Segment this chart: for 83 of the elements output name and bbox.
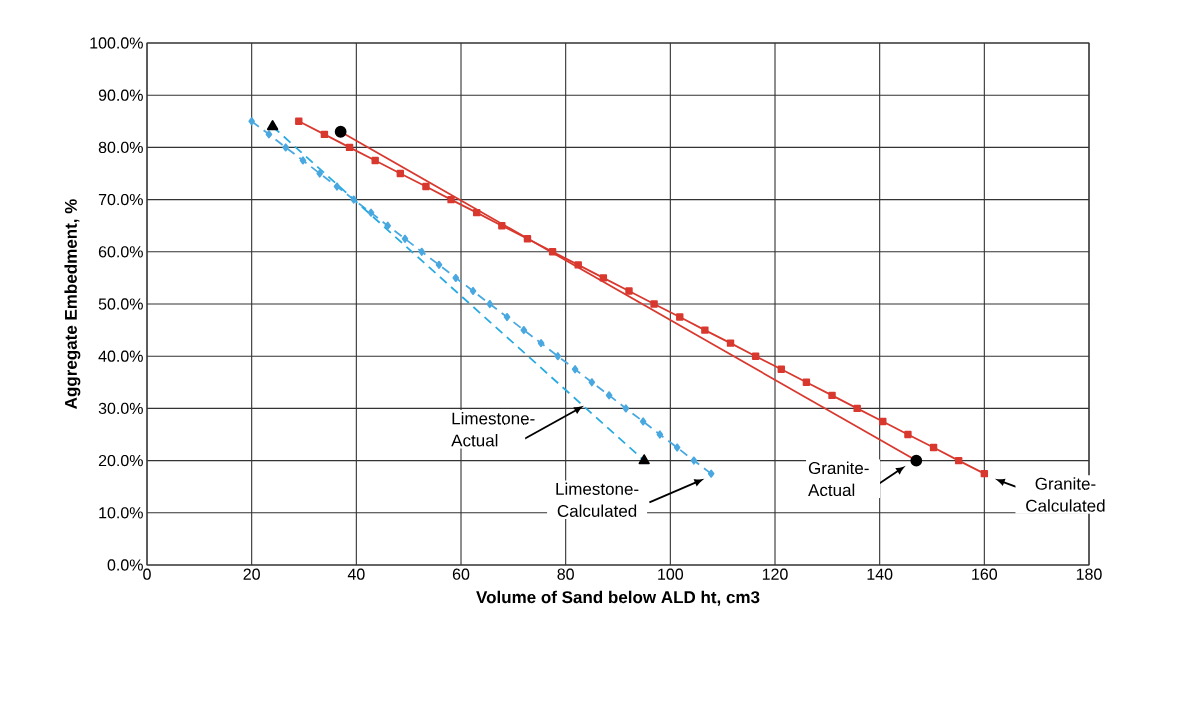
annotation: Granite-Calculated (1026, 477, 1105, 512)
point (605, 391, 613, 400)
point (248, 117, 255, 126)
point (452, 273, 460, 282)
point (265, 130, 273, 139)
annotation: Granite-Actual (808, 461, 869, 497)
x-tick-label: 0 (143, 568, 151, 580)
point (435, 260, 443, 269)
point (574, 261, 582, 269)
point (333, 182, 341, 191)
point (751, 352, 760, 360)
point (929, 443, 938, 452)
point (345, 143, 354, 152)
y-tick-label: 80.0% (98, 141, 143, 154)
point (599, 274, 608, 282)
y-tick-label: 100.0% (90, 37, 143, 49)
y-tick-label: 60.0% (98, 246, 143, 258)
point (350, 195, 358, 204)
x-tick-label: 120 (762, 568, 788, 580)
point (622, 404, 630, 413)
point (548, 248, 557, 256)
point (498, 221, 506, 230)
annotation: Limestone-Calculated (556, 482, 639, 517)
x-tick-label: 180 (1076, 568, 1102, 580)
point (777, 365, 785, 373)
point (295, 117, 303, 125)
y-tick-label: 90.0% (98, 89, 143, 101)
point (673, 443, 681, 452)
y-tick-label: 40.0% (98, 350, 143, 362)
point (396, 169, 404, 178)
point (316, 169, 324, 178)
point (954, 456, 963, 465)
point (625, 287, 633, 295)
point (367, 208, 375, 217)
y-tick-label: 10.0% (99, 507, 143, 519)
point (554, 352, 562, 361)
point (656, 430, 664, 439)
point (588, 378, 596, 387)
point (701, 326, 709, 334)
point (282, 143, 289, 152)
y-tick-label: 30.0% (98, 402, 143, 415)
point (422, 182, 430, 191)
point (853, 404, 861, 413)
point (520, 325, 528, 335)
annotation: Limestone-Actual (451, 412, 535, 447)
point (707, 469, 715, 478)
y-tick-label: 0.0% (107, 559, 143, 571)
point (523, 235, 532, 243)
point (828, 391, 836, 400)
point (473, 208, 481, 217)
x-tick-label: 140 (867, 568, 893, 580)
point (571, 365, 579, 374)
point (690, 456, 698, 465)
point (371, 156, 379, 165)
point (299, 156, 307, 165)
point (537, 339, 545, 348)
x-tick-label: 160 (972, 568, 998, 580)
y-tick-label: 70.0% (98, 193, 143, 206)
point (726, 339, 735, 347)
point (486, 299, 494, 309)
x-tick-label: 60 (452, 568, 470, 580)
x-tick-label: 20 (243, 568, 260, 580)
point (650, 300, 658, 308)
y-axis-title: Aggregate Embedment, % (64, 199, 81, 409)
point (401, 234, 409, 243)
point (639, 417, 647, 426)
point (418, 247, 426, 256)
point (503, 312, 511, 322)
point (879, 417, 887, 426)
point (384, 221, 392, 230)
point (447, 195, 455, 204)
x-tick-label: 40 (347, 568, 365, 580)
point (676, 313, 684, 321)
point (469, 286, 477, 296)
y-tick-label: 20.0% (98, 454, 143, 467)
x-tick-label: 80 (557, 568, 574, 580)
y-tick-label: 50.0% (98, 298, 143, 310)
point (320, 130, 329, 139)
point (802, 378, 811, 386)
point (980, 469, 989, 478)
x-axis-title: Volume of Sand below ALD ht, cm3 (476, 590, 760, 606)
point (904, 430, 912, 439)
x-tick-label: 100 (658, 568, 684, 580)
